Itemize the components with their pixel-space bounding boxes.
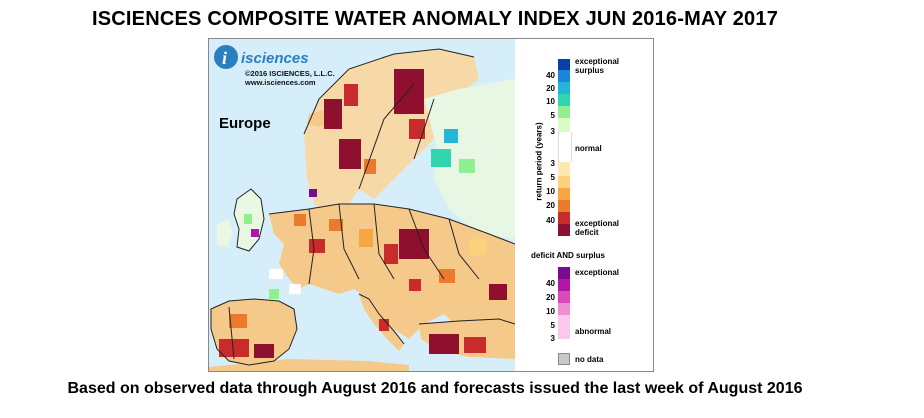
swatch-both-exceptional xyxy=(558,267,570,279)
copyright-block: ©2016 ISCIENCES, L.L.C. www.isciences.co… xyxy=(245,69,335,87)
tick-both-5: 5 xyxy=(550,321,555,330)
legend: return period (years) 40 20 10 5 3 3 5 1… xyxy=(515,39,653,371)
swatch-both-20 xyxy=(558,291,570,303)
swatch-deficit-exceptional xyxy=(558,224,570,236)
tick-surplus-40: 40 xyxy=(546,71,555,80)
label-exceptional-deficit-2: deficit xyxy=(575,228,599,237)
tick-surplus-10: 10 xyxy=(546,97,555,106)
map-graphic xyxy=(209,48,515,371)
tick-surplus-20: 20 xyxy=(546,84,555,93)
tick-surplus-5: 5 xyxy=(550,111,555,120)
label-both-exceptional: exceptional xyxy=(575,268,620,277)
page-title: ISCIENCES COMPOSITE WATER ANOMALY INDEX … xyxy=(91,8,779,30)
label-exceptional-deficit-1: exceptional xyxy=(575,219,620,228)
swatch-deficit-3 xyxy=(558,162,570,176)
label-normal: normal xyxy=(575,144,602,153)
tick-deficit-10: 10 xyxy=(546,187,555,196)
svg-text:i: i xyxy=(222,48,227,68)
label-exceptional-surplus-2: surplus xyxy=(575,66,604,75)
label-exceptional-surplus-1: exceptional xyxy=(575,57,620,66)
swatch-deficit-20 xyxy=(558,200,570,212)
swatch-both-abnormal xyxy=(558,315,570,339)
tick-both-3: 3 xyxy=(550,334,555,343)
tick-deficit-40: 40 xyxy=(546,216,555,225)
region-label: Europe xyxy=(219,115,271,132)
swatch-surplus-10 xyxy=(558,94,570,106)
footer-caption: Based on observed data through August 20… xyxy=(67,380,803,397)
swatch-deficit-40 xyxy=(558,212,570,224)
copyright-text: ©2016 ISCIENCES, L.L.C. xyxy=(245,69,335,78)
swatch-deficit-10 xyxy=(558,188,570,200)
tick-both-40: 40 xyxy=(546,279,555,288)
label-both-abnormal: abnormal xyxy=(575,327,612,336)
swatch-normal xyxy=(558,132,572,162)
isciences-logo: i isciences xyxy=(213,43,333,71)
tick-both-20: 20 xyxy=(546,293,555,302)
europe-map: i isciences ©2016 ISCIENCES, L.L.C. www.… xyxy=(209,39,515,371)
swatch-surplus-5 xyxy=(558,106,570,118)
tick-both-10: 10 xyxy=(546,307,555,316)
country-borders xyxy=(210,48,515,366)
swatch-both-10 xyxy=(558,303,570,315)
swatch-no-data xyxy=(558,353,570,365)
swatch-surplus-exceptional xyxy=(558,59,570,70)
label-no-data: no data xyxy=(575,355,604,364)
isciences-logo-graphic: i isciences xyxy=(214,45,309,69)
tick-deficit-5: 5 xyxy=(550,173,555,182)
both-legend-title: deficit AND surplus xyxy=(531,251,605,260)
swatch-deficit-5 xyxy=(558,176,570,188)
map-panel: i isciences ©2016 ISCIENCES, L.L.C. www.… xyxy=(208,38,654,372)
anomaly-cells xyxy=(219,69,507,358)
logo-text: isciences xyxy=(241,50,309,67)
swatch-surplus-3 xyxy=(558,118,570,132)
swatch-both-40 xyxy=(558,279,570,291)
tick-surplus-3: 3 xyxy=(550,127,555,136)
swatch-surplus-40 xyxy=(558,70,570,82)
tick-deficit-3: 3 xyxy=(550,159,555,168)
tick-deficit-20: 20 xyxy=(546,201,555,210)
swatch-surplus-20 xyxy=(558,82,570,94)
land-base xyxy=(209,49,515,371)
website-text: www.isciences.com xyxy=(245,78,316,87)
